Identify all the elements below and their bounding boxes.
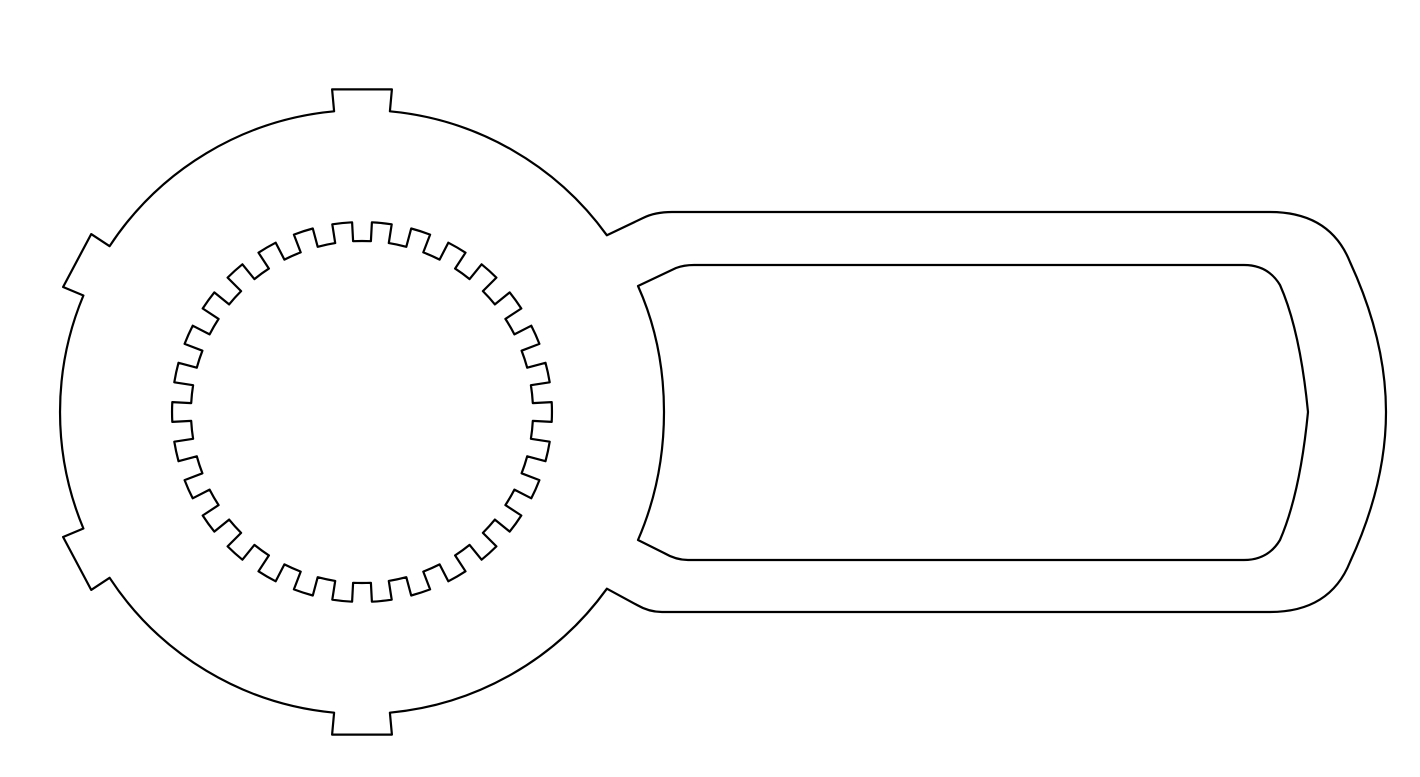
wrench-part xyxy=(59,88,1388,736)
handle-slot-cutout xyxy=(636,263,1310,562)
outer-profile-with-tabs xyxy=(59,88,1388,736)
inner-spline-teeth xyxy=(170,221,554,603)
